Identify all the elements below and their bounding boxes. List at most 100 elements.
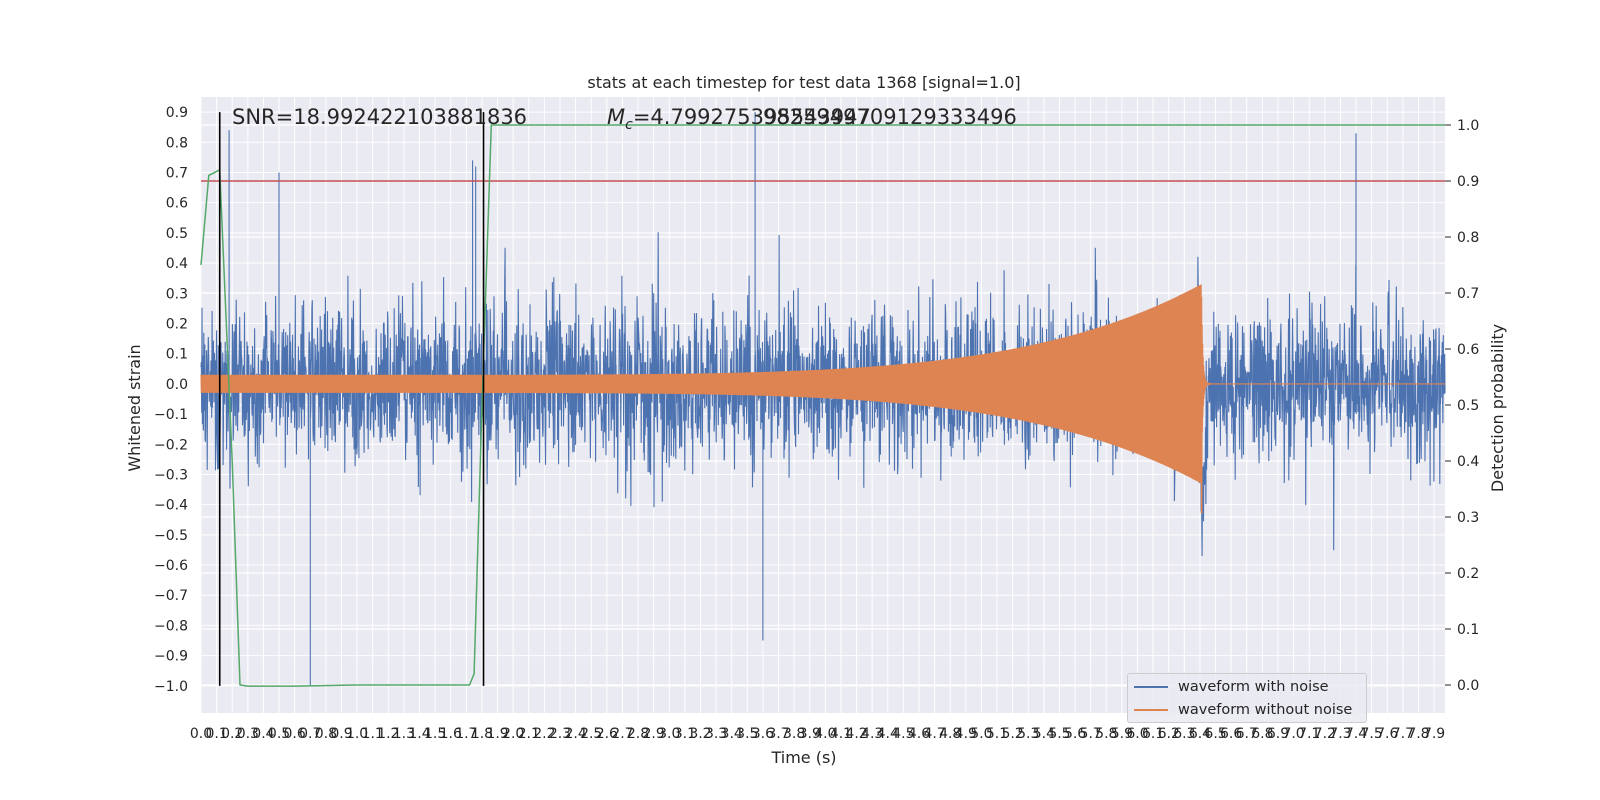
x-tick-label: 7.2 [1314, 726, 1336, 742]
x-tick-label: 5.4 [1033, 726, 1055, 742]
y-tick-label-right: 0.6 [1457, 342, 1479, 358]
x-tick-label: 2.7 [611, 726, 633, 742]
y-tick-label-right: 1.0 [1457, 118, 1479, 134]
x-tick-label: 3.6 [752, 726, 774, 742]
y-tick-label-left: −0.5 [154, 528, 188, 544]
x-tick-label: 5.3 [1017, 726, 1039, 742]
legend-item-noise: waveform with noise [1134, 677, 1329, 697]
x-tick-label: 3.9 [799, 726, 821, 742]
x-tick-label: 5.1 [986, 726, 1008, 742]
x-tick-label: 1.1 [362, 726, 384, 742]
x-tick-label: 4.3 [861, 726, 883, 742]
y-tick-label-left: −0.3 [154, 467, 188, 483]
x-tick-label: 0.5 [268, 726, 290, 742]
x-tick-label: 5.9 [1111, 726, 1133, 742]
x-tick-label: 7.1 [1298, 726, 1320, 742]
y-tick-label-left: −0.1 [154, 407, 188, 423]
x-tick-label: 3.7 [767, 726, 789, 742]
y-tick-label-left: −0.2 [154, 437, 188, 453]
legend-item-clean: waveform without noise [1134, 700, 1352, 720]
x-tick-label: 7.0 [1282, 726, 1304, 742]
y-tick-label-right: 0.5 [1457, 398, 1479, 414]
x-tick-label: 7.8 [1407, 726, 1429, 742]
x-tick-label: 7.3 [1329, 726, 1351, 742]
x-tick-label: 2.8 [627, 726, 649, 742]
y-tick-label-left: 0.6 [166, 196, 188, 212]
x-tick-label: 7.6 [1376, 726, 1398, 742]
y-tick-label-left: 0.0 [166, 377, 188, 393]
x-tick-label: 0.6 [284, 726, 306, 742]
x-tick-label: 3.5 [736, 726, 758, 742]
x-tick-label: 4.1 [830, 726, 852, 742]
x-tick-label: 0.7 [299, 726, 321, 742]
x-tick-label: 2.3 [549, 726, 571, 742]
x-tick-label: 4.8 [939, 726, 961, 742]
x-tick-label: 5.5 [1048, 726, 1070, 742]
x-tick-label: 4.6 [908, 726, 930, 742]
y-tick-label-left: 0.3 [166, 286, 188, 302]
legend: waveform with noise waveform without noi… [1127, 673, 1367, 723]
x-tick-label: 5.8 [1095, 726, 1117, 742]
grid [200, 97, 1445, 713]
y-tick-label-left: 0.1 [166, 347, 188, 363]
x-tick-label: 2.0 [502, 726, 524, 742]
x-tick-label: 6.7 [1236, 726, 1258, 742]
x-tick-label: 4.4 [877, 726, 899, 742]
y-tick-label-left: 0.5 [166, 226, 188, 242]
series-detection-probability [200, 124, 1445, 687]
y-tick-label-right: 0.8 [1457, 230, 1479, 246]
x-tick-label: 3.1 [674, 726, 696, 742]
x-tick-label: 6.0 [1126, 726, 1148, 742]
x-axis-label: Time (s) [770, 748, 836, 767]
y-tick-label-left: −0.4 [154, 498, 188, 514]
y-tick-label-left: −0.7 [154, 588, 188, 604]
y-tick-label-left: 0.9 [166, 105, 188, 121]
x-tick-label: 0.2 [221, 726, 243, 742]
y-tick-label-right: 0.1 [1457, 622, 1479, 638]
x-tick-label: 7.5 [1361, 726, 1383, 742]
x-tick-label: 5.2 [1002, 726, 1024, 742]
x-tick-label: 0.1 [205, 726, 227, 742]
overlap-annotation: 9825949709129333496 [763, 105, 1017, 129]
x-tick-label: 5.6 [1064, 726, 1086, 742]
x-tick-label: 3.8 [783, 726, 805, 742]
x-tick-label: 0.9 [330, 726, 352, 742]
snr-annotation: SNR=18.992422103881836 [232, 105, 527, 129]
y-tick-label-left: −0.8 [154, 618, 188, 634]
y-tick-label-right: 0.0 [1457, 678, 1479, 694]
y-axis-label-right: Detection probability [1488, 324, 1507, 492]
x-tick-label: 0.3 [237, 726, 259, 742]
x-tick-label: 6.1 [1142, 726, 1164, 742]
y-tick-label-right: 0.9 [1457, 174, 1479, 190]
x-tick-label: 1.3 [393, 726, 415, 742]
legend-label-clean: waveform without noise [1178, 702, 1353, 718]
x-tick-label: 3.4 [721, 726, 743, 742]
x-tick-label: 2.9 [643, 726, 665, 742]
y-tick-label-left: −0.6 [154, 558, 188, 574]
y-tick-label-right: 0.4 [1457, 454, 1479, 470]
x-tick-label: 1.7 [455, 726, 477, 742]
x-tick-label: 6.3 [1173, 726, 1195, 742]
legend-swatch-clean [1134, 709, 1168, 711]
y-tick-label-right: 0.2 [1457, 566, 1479, 582]
mc-annotation: Mc=4.799275395543947 [607, 105, 871, 133]
x-tick-label: 4.2 [845, 726, 867, 742]
x-tick-label: 0.8 [315, 726, 337, 742]
x-tick-label: 6.6 [1220, 726, 1242, 742]
y-tick-label-left: 0.8 [166, 135, 188, 151]
y-tick-label-left: 0.4 [166, 256, 188, 272]
x-tick-label: 6.9 [1267, 726, 1289, 742]
x-tick-label: 4.0 [814, 726, 836, 742]
x-tick-label: 7.7 [1392, 726, 1414, 742]
x-tick-label: 7.9 [1423, 726, 1445, 742]
x-tick-label: 3.3 [705, 726, 727, 742]
x-tick-label: 5.7 [1080, 726, 1102, 742]
y-tick-label-left: 0.2 [166, 316, 188, 332]
x-tick-label: 6.4 [1189, 726, 1211, 742]
y-tick-label-right: 0.3 [1457, 510, 1479, 526]
x-tick-label: 1.6 [440, 726, 462, 742]
series-waveform-without-noise [200, 284, 1445, 514]
x-tick-label: 2.1 [518, 726, 540, 742]
x-tick-label: 1.4 [408, 726, 430, 742]
x-tick-label: 0.4 [252, 726, 274, 742]
